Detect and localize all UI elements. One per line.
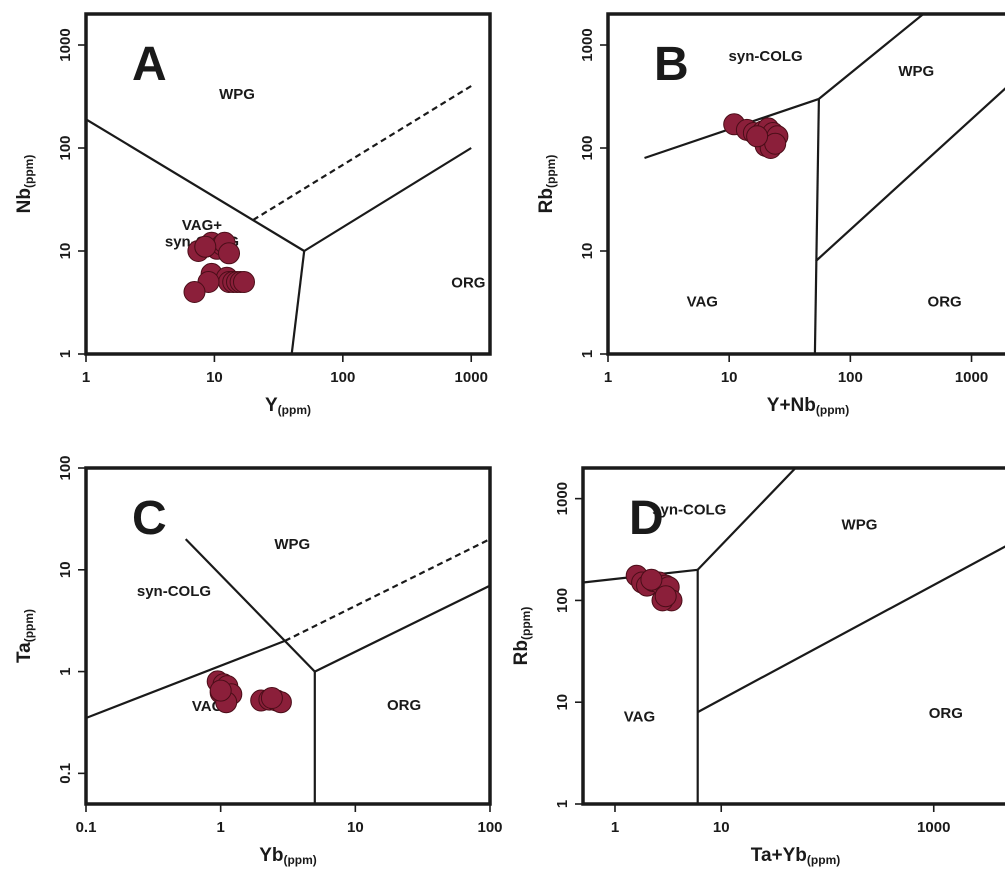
panel-b: 1 10 100 1000 1 10 100 1000 Y+Nb(ppm) Rb(ppm) B syn…: [536, 12, 1005, 417]
boundary-line-a-3: [303, 147, 472, 252]
y-axis-label-a: Nb(ppm): [14, 155, 36, 214]
panel-c: 0.1 1 10 100 0.1 1 10 100 Yb(ppm) Ta(ppm) C WPG syn-…: [14, 455, 503, 867]
x-tick-label-b: 100: [838, 369, 863, 386]
boundary-line-a-2: [290, 250, 306, 354]
y-tick-label-b: 1000: [579, 28, 596, 61]
region-label-c: WPG: [274, 536, 310, 553]
y-axis-label-c: Ta(ppm): [14, 609, 36, 663]
x-tick-label-c: 100: [477, 819, 502, 836]
data-point-a: [194, 235, 217, 258]
x-axis-label-a: Y(ppm): [265, 395, 311, 417]
y-tick-label-a: 1000: [57, 28, 74, 61]
region-label-b: WPG: [898, 63, 934, 80]
y-tick-label-c: 0.1: [57, 763, 74, 784]
x-tick-label-d: 10: [713, 819, 730, 836]
x-tick-label-a: 10: [206, 369, 223, 386]
data-point-a: [183, 281, 206, 303]
y-tick-label-d: 100: [554, 588, 571, 613]
region-label-a: WPG: [219, 86, 255, 103]
data-point-c: [260, 687, 283, 709]
x-tick-label-b: 10: [721, 369, 738, 386]
y-tick-label-b: 100: [579, 135, 596, 160]
y-tick-label-a: 100: [57, 135, 74, 160]
region-label-b: ORG: [928, 293, 962, 310]
boundary-line-c-5: [284, 538, 490, 642]
boundary-line-c-4: [314, 584, 490, 673]
x-tick-label-c: 0.1: [76, 819, 97, 836]
region-label-c: ORG: [387, 697, 421, 714]
region-label-c: syn-COLG: [137, 583, 211, 600]
y-tick-label-a: 10: [57, 243, 74, 260]
data-point-d: [654, 585, 677, 608]
boundary-line-a-1: [86, 118, 305, 252]
data-point-b: [746, 125, 769, 148]
x-tick-label-d: 1000: [917, 819, 950, 836]
x-axis-label-c: Yb(ppm): [259, 845, 317, 867]
y-tick-label-d: 1000: [554, 482, 571, 515]
plot-frame-a: [84, 12, 492, 356]
x-tick-label-a: 1000: [455, 369, 488, 386]
y-tick-label-c: 10: [57, 561, 74, 578]
y-tick-label-c: 100: [57, 455, 74, 480]
data-point-c: [209, 679, 232, 702]
x-tick-label-a: 1: [82, 369, 90, 386]
x-tick-label-a: 100: [330, 369, 355, 386]
region-label-d: ORG: [929, 705, 963, 722]
data-point-d: [640, 568, 663, 591]
x-axis-label-b: Y+Nb(ppm): [767, 395, 849, 417]
region-label-a: VAG+: [182, 217, 222, 234]
region-label-b: VAG: [687, 293, 718, 310]
y-tick-label-b: 10: [579, 243, 596, 260]
x-tick-label-b: 1000: [955, 369, 988, 386]
y-tick-label-d: 1: [554, 800, 571, 808]
x-axis-label-d: Ta+Yb(ppm): [751, 845, 840, 867]
boundary-line-c-1: [86, 639, 286, 720]
region-label-b: syn-COLG: [729, 48, 803, 65]
boundary-line-b-3: [813, 98, 820, 354]
region-label-d: VAG: [624, 708, 655, 725]
boundary-line-d-3: [696, 468, 797, 571]
y-tick-label-d: 10: [554, 694, 571, 711]
y-tick-label-b: 1: [579, 350, 596, 358]
y-axis-label-d: Rb(ppm): [511, 607, 533, 666]
region-label-d: syn-COLG: [652, 501, 726, 518]
data-point-a: [218, 242, 240, 265]
boundary-line-c-2: [184, 538, 316, 673]
y-tick-label-c: 1: [57, 667, 74, 675]
y-axis-label-b: Rb(ppm): [536, 155, 558, 214]
panel-a: 1 10 100 1000 1 10 100 1000 Y(ppm) Nb(ppm) A WPG VAG…: [14, 12, 492, 417]
plot-frame-d: [581, 466, 1005, 806]
x-tick-label-c: 10: [347, 819, 364, 836]
panel-letter-a: A: [132, 38, 167, 91]
y-tick-label-a: 1: [57, 350, 74, 358]
data-point-a: [233, 271, 255, 293]
boundary-line-b-2: [818, 14, 924, 100]
panel-d: 1 10 1000 1 10 100 1000 Ta+Yb(ppm) Rb(ppm) Dsyn-C…: [511, 466, 1005, 867]
x-tick-label-c: 1: [216, 819, 224, 836]
plot-frame-c: [84, 466, 492, 806]
boundary-line-d-4: [697, 545, 1005, 714]
region-label-a: ORG: [451, 275, 485, 292]
plot-frame-b: [606, 12, 1005, 356]
panel-letter-b: B: [654, 38, 689, 91]
x-tick-label-b: 1: [604, 369, 612, 386]
panel-letter-c: C: [132, 492, 167, 545]
region-label-d: WPG: [842, 516, 878, 533]
boundary-line-b-4: [815, 87, 1005, 262]
x-tick-label-d: 1: [611, 819, 619, 836]
boundary-line-a-4: [252, 85, 472, 221]
panel-letter-d: D: [629, 492, 664, 545]
